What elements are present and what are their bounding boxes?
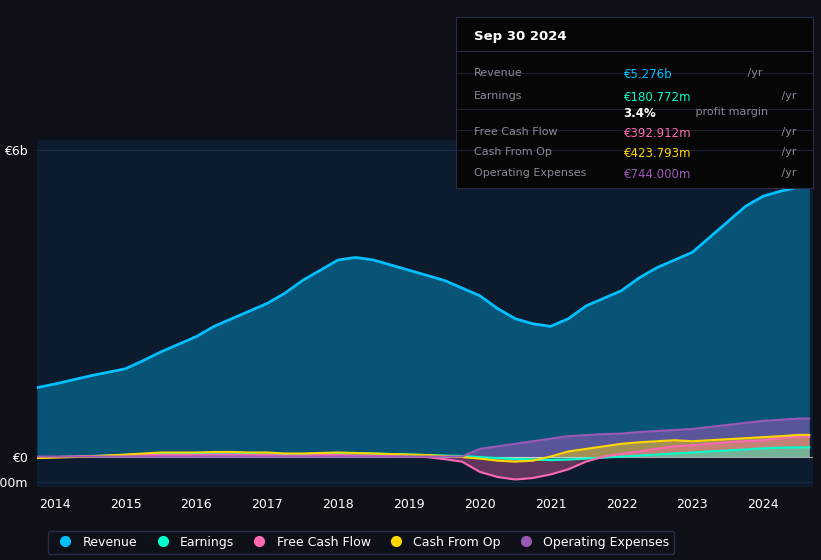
Text: €5.276b: €5.276b xyxy=(623,68,672,81)
Text: Free Cash Flow: Free Cash Flow xyxy=(474,127,557,137)
Text: /yr: /yr xyxy=(777,127,796,137)
Text: /yr: /yr xyxy=(744,68,762,78)
Text: profit margin: profit margin xyxy=(692,108,768,118)
Text: €392.912m: €392.912m xyxy=(623,127,691,140)
Text: Operating Expenses: Operating Expenses xyxy=(474,168,586,178)
Text: Sep 30 2024: Sep 30 2024 xyxy=(474,30,566,44)
Text: /yr: /yr xyxy=(777,91,796,101)
Legend: Revenue, Earnings, Free Cash Flow, Cash From Op, Operating Expenses: Revenue, Earnings, Free Cash Flow, Cash … xyxy=(48,531,675,554)
Text: Cash From Op: Cash From Op xyxy=(474,147,552,157)
Text: Revenue: Revenue xyxy=(474,68,522,78)
Text: 3.4%: 3.4% xyxy=(623,108,656,120)
Text: €423.793m: €423.793m xyxy=(623,147,691,161)
Text: /yr: /yr xyxy=(777,168,796,178)
Text: Earnings: Earnings xyxy=(474,91,522,101)
Text: €180.772m: €180.772m xyxy=(623,91,691,104)
Text: /yr: /yr xyxy=(777,147,796,157)
Text: €744.000m: €744.000m xyxy=(623,168,691,181)
